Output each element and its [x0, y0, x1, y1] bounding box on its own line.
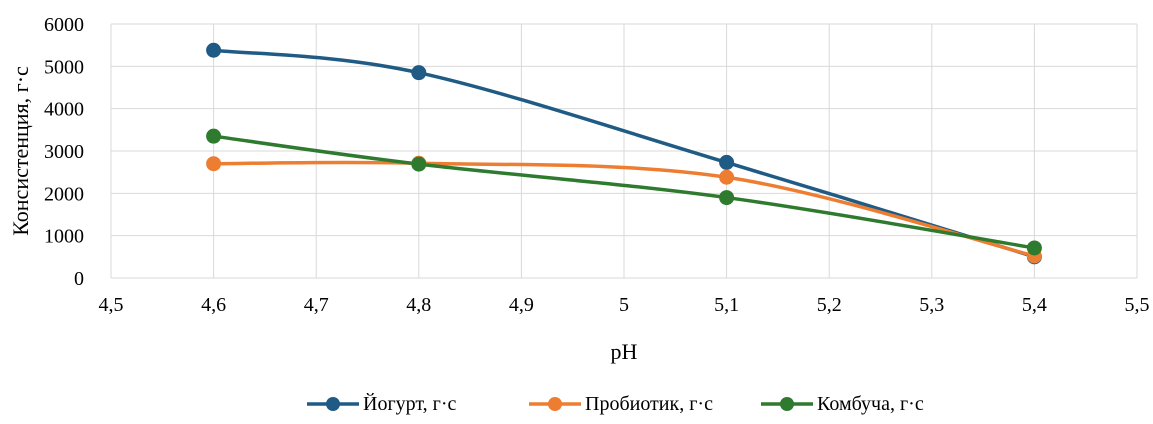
x-tick-label: 5,2 [817, 294, 842, 316]
y-tick-label: 4000 [44, 99, 84, 121]
legend-item-1: Йогурт, г·с [307, 392, 456, 415]
x-tick-label: 4,6 [201, 294, 226, 316]
x-tick-label: 4,5 [99, 294, 124, 316]
x-tick-label: 4,9 [509, 294, 534, 316]
y-tick-label: 5000 [44, 56, 84, 78]
y-tick-label: 0 [74, 268, 84, 290]
series-line-1 [211, 48, 1037, 259]
series-line-2 [211, 160, 1037, 258]
legend-item-2: Пробиотик, г·с [529, 393, 713, 415]
data-point-series-2 [206, 156, 222, 172]
series-markers [206, 42, 1042, 265]
data-point-series-2 [719, 169, 735, 185]
data-point-series-3 [206, 128, 222, 144]
legend-label: Пробиотик, г·с [585, 393, 713, 415]
series-line-3 [211, 134, 1037, 250]
x-tick-label: 5,3 [919, 294, 944, 316]
x-tick-label: 5 [619, 294, 629, 316]
legend-label: Комбуча, г·с [817, 393, 924, 415]
x-tick-label: 4,7 [304, 294, 329, 316]
x-tick-label: 5,4 [1022, 294, 1047, 316]
y-tick-label: 2000 [44, 183, 84, 205]
legend: Йогурт, г·с Пробиотик, г·с Комбуча, г·с [307, 392, 924, 415]
y-tick-label: 1000 [44, 226, 84, 248]
legend-item-3: Комбуча, г·с [761, 393, 924, 415]
x-axis-ticks: 4,5 4,6 4,7 4,8 4,9 5 5,1 5,2 5,3 5,4 5,5 [99, 294, 1150, 316]
legend-swatch-marker [780, 397, 794, 411]
legend-label: Йогурт, г·с [363, 392, 456, 415]
x-tick-label: 4,8 [406, 294, 431, 316]
data-point-series-3 [411, 156, 427, 172]
y-axis-ticks: 0 1000 2000 3000 4000 5000 6000 [44, 14, 84, 290]
x-tick-label: 5,1 [714, 294, 739, 316]
x-tick-label: 5,5 [1125, 294, 1150, 316]
data-point-series-3 [1026, 240, 1042, 256]
series-lines [211, 48, 1037, 259]
x-axis-title: pH [611, 339, 638, 364]
legend-swatch-marker [548, 397, 562, 411]
data-point-series-1 [411, 65, 427, 81]
y-axis-title: Консистенция, г·с [8, 66, 33, 236]
legend-swatch-marker [326, 397, 340, 411]
y-tick-label: 6000 [44, 14, 84, 36]
data-point-series-1 [206, 42, 222, 58]
data-point-series-1 [719, 154, 735, 170]
y-tick-label: 3000 [44, 141, 84, 163]
data-point-series-3 [719, 190, 735, 206]
